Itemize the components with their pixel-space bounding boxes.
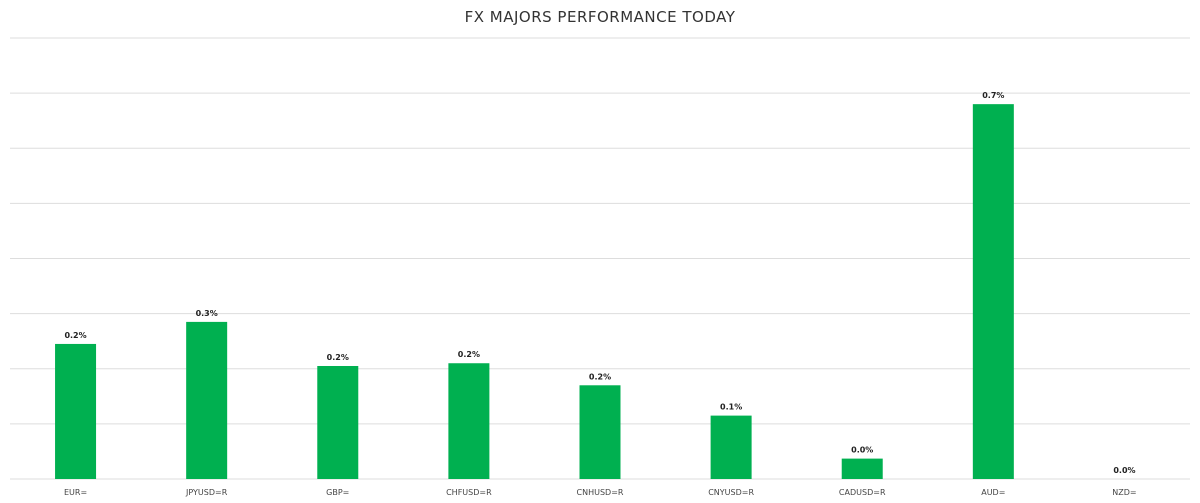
bars	[55, 104, 1014, 480]
category-label: CNHUSD=R	[577, 488, 624, 497]
bar-eur	[55, 343, 97, 479]
bar-cadusdr	[841, 458, 883, 479]
value-label: 0.2%	[589, 372, 611, 381]
category-label: JPYUSD=R	[185, 488, 228, 497]
value-label: 0.2%	[458, 350, 480, 359]
value-label: 0.3%	[196, 309, 218, 318]
bar-chfusdr	[448, 363, 490, 479]
value-label: 0.0%	[851, 446, 873, 455]
category-label: CHFUSD=R	[446, 488, 492, 497]
bar-aud	[972, 104, 1014, 480]
category-label: GBP=	[326, 488, 349, 497]
value-label: 0.7%	[982, 91, 1004, 100]
category-label: NZD=	[1112, 488, 1136, 497]
category-label: AUD=	[981, 488, 1005, 497]
value-label: 0.2%	[327, 353, 349, 362]
value-label: 0.1%	[720, 403, 742, 412]
bar-cnhusdr	[579, 385, 621, 479]
value-label: 0.2%	[64, 331, 86, 340]
category-label: EUR=	[64, 488, 87, 497]
bar-cnyusdr	[710, 415, 752, 479]
chart-title: FX MAJORS PERFORMANCE TODAY	[464, 8, 736, 26]
bar-jpyusdr	[186, 321, 228, 479]
category-label: CNYUSD=R	[708, 488, 754, 497]
bar-gbp	[317, 365, 359, 479]
category-label: CADUSD=R	[839, 488, 886, 497]
value-labels: 0.2% 0.3% 0.2% 0.2% 0.2% 0.1% 0.0% 0.7% 0.0%	[64, 91, 1135, 475]
category-labels: EUR= JPYUSD=R GBP= CHFUSD=R CNHUSD=R CNYUSD=R…	[64, 488, 1137, 497]
value-label: 0.0%	[1113, 466, 1135, 475]
